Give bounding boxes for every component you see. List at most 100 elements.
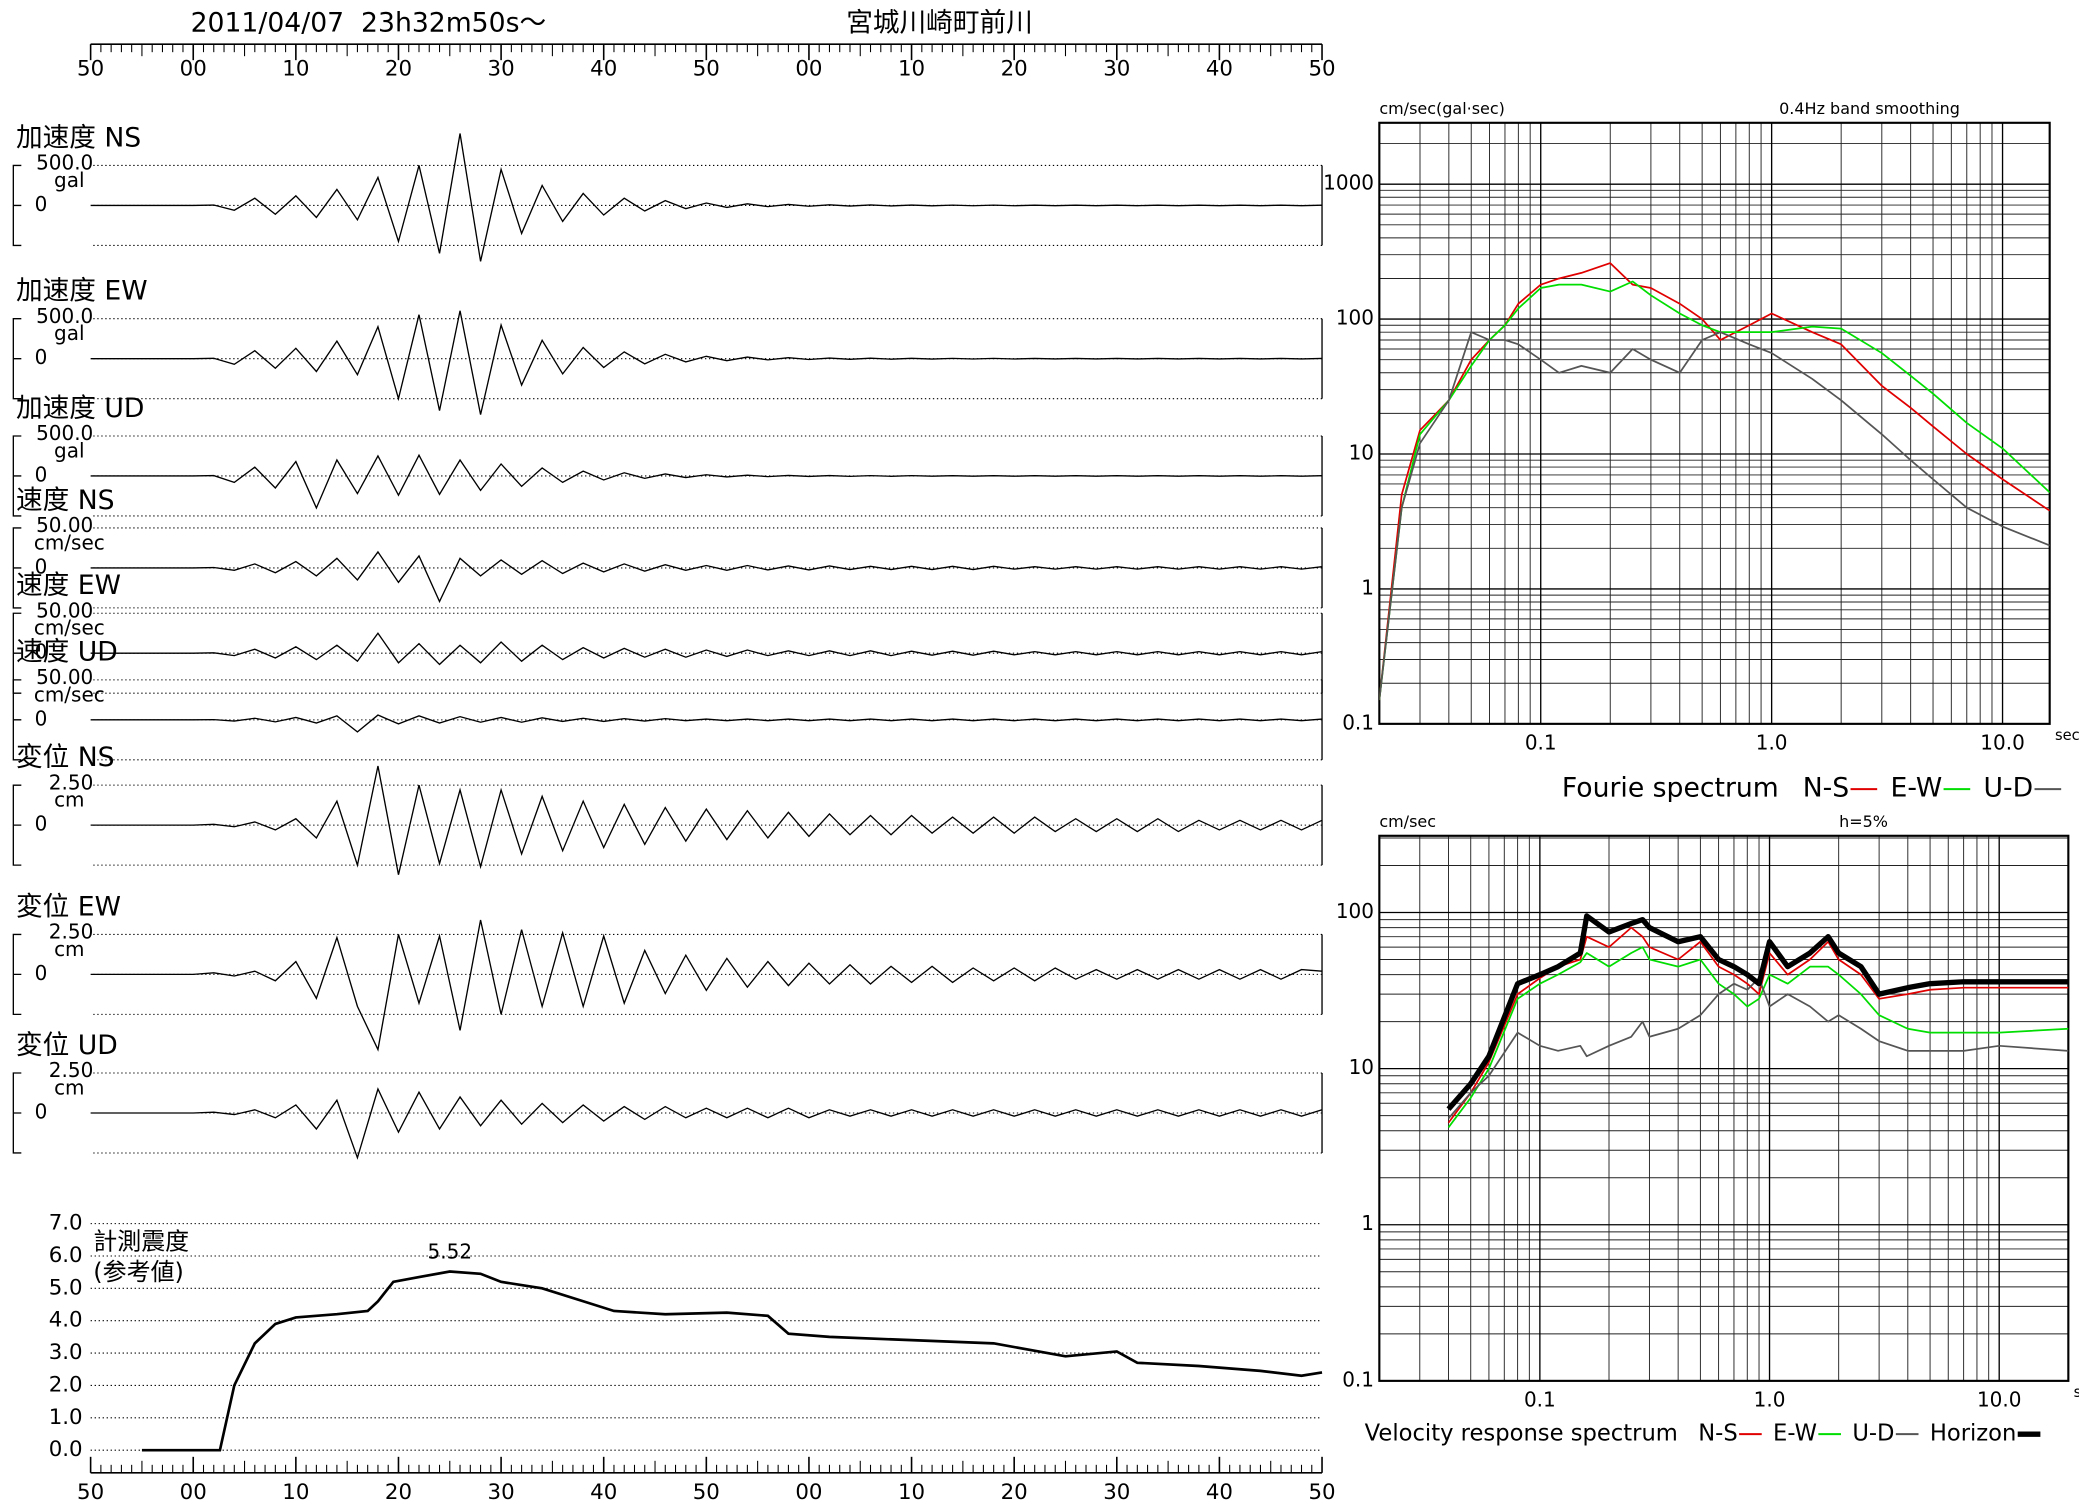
trace-unit: cm [54,788,84,812]
spectrum-line [1379,262,2050,701]
x-axis-unit: sec [2074,1384,2079,1401]
trace-bracket [12,527,22,609]
trace-label: 速度 NS [16,485,115,516]
y-tick-label: 0.0 [49,1437,83,1462]
time-tick-label: 40 [1206,56,1233,81]
chart-subtitle: (参考値) [93,1258,184,1286]
trace-unit: gal [54,438,84,462]
x-tick-label: 1.0 [1756,730,1788,754]
trace-bracket [12,164,22,247]
trace-unit: cm/sec [34,682,105,706]
time-tick-label: 50 [77,56,104,81]
y-tick-label: 7.0 [49,1211,83,1236]
trace-label: 変位 UD [16,1030,118,1061]
trace-zero-label: 0 [35,812,48,836]
x-axis-unit: sec [2055,727,2079,744]
trace-label: 速度 UD [16,637,118,668]
trace-unit: cm [54,937,84,961]
trace-bracket [12,933,22,1016]
plot-frame [1378,834,2070,1382]
trace-scale-label: 500.0 [36,421,93,445]
waveform-trace [90,310,1323,415]
waveform-trace [90,133,1323,262]
legend-label: E-W [1773,1421,1817,1447]
time-tick-label: 50 [1308,1480,1335,1501]
y-tick-label: 0.1 [1342,710,1374,734]
y-tick-label: 0.1 [1342,1367,1374,1391]
time-tick-label: 00 [795,56,822,81]
x-tick-label: 10.0 [1980,730,2025,754]
trace-bracket [12,1072,22,1154]
legend-label: Horizon [1930,1421,2017,1447]
y-axis-label: cm/sec [1379,812,1436,831]
trace-scale-label: 50.00 [36,513,93,537]
waveform-trace [90,453,1323,510]
x-tick-label: 1.0 [1754,1387,1786,1411]
trace-label: 加速度 NS [16,122,141,153]
trace-zero-label: 0 [35,554,48,578]
time-tick-label: 50 [1308,56,1335,81]
trace-zero-label: 0 [35,1099,48,1123]
waveform-trace [90,1087,1323,1160]
x-tick-label: 0.1 [1525,730,1557,754]
spectrum-line [1447,926,2069,1124]
y-tick-label: 10 [1349,441,1374,465]
legend-label: U-D [1852,1421,1894,1447]
trace-label: 加速度 UD [16,393,144,424]
y-tick-label: 3.0 [49,1340,83,1365]
legend-label: N-S [1698,1421,1737,1447]
trace-zero-label: 0 [35,706,48,730]
trace-label: 変位 NS [16,742,115,773]
trace-zero-label: 0 [35,961,48,985]
time-tick-label: 20 [385,1480,412,1501]
y-tick-label: 5.0 [49,1275,83,1300]
y-tick-label: 2.0 [49,1372,83,1397]
legend-label: E-W [1891,773,1943,804]
legend-label: N-S [1803,773,1849,804]
x-tick-label: 10.0 [1977,1387,2022,1411]
time-tick-label: 40 [1206,1480,1233,1501]
waveform-trace [90,632,1323,666]
y-tick-label: 6.0 [49,1243,83,1268]
time-tick-label: 10 [898,56,925,81]
y-axis-label: cm/sec(gal·sec) [1379,99,1505,118]
trace-scale-label: 2.50 [49,920,94,944]
time-tick-label: 30 [1103,1480,1130,1501]
trace-unit: cm/sec [34,530,105,554]
trace-bracket [12,435,22,517]
time-tick-label: 10 [282,1480,309,1501]
trace-unit: gal [54,321,84,345]
time-tick-label: 30 [488,1480,515,1501]
trace-zero-label: 0 [35,640,48,664]
spectrum-line [1379,280,2050,701]
time-tick-label: 40 [590,1480,617,1501]
legend-title: Fourie spectrum [1562,773,1779,804]
spectrum-line [1379,331,2050,701]
x-tick-label: 0.1 [1524,1387,1556,1411]
trace-label: 加速度 EW [16,276,148,307]
intensity-line [141,1270,1323,1452]
trace-unit: cm [54,1076,84,1100]
trace-scale-label: 2.50 [49,1058,94,1082]
value-label: 5.52 [428,1239,473,1263]
trace-bracket [12,679,22,761]
y-tick-label: 1 [1361,1211,1374,1235]
legend-title: Velocity response spectrum [1365,1421,1678,1447]
time-tick-label: 50 [77,1480,104,1501]
waveform-trace [90,765,1323,875]
y-tick-label: 100 [1336,899,1374,923]
time-tick-label: 50 [693,56,720,81]
chart-title: 計測震度 [93,1227,189,1255]
time-tick-label: 40 [590,56,617,81]
y-tick-label: 1000 [1323,171,1374,195]
time-tick-label: 30 [1103,56,1130,81]
trace-scale-label: 2.50 [49,770,94,794]
time-tick-label: 20 [385,56,412,81]
trace-label: 速度 EW [16,570,121,601]
time-tick-label: 50 [693,1480,720,1501]
y-tick-label: 1 [1361,575,1374,599]
time-tick-label: 00 [180,1480,207,1501]
trace-scale-label: 50.00 [36,665,93,689]
